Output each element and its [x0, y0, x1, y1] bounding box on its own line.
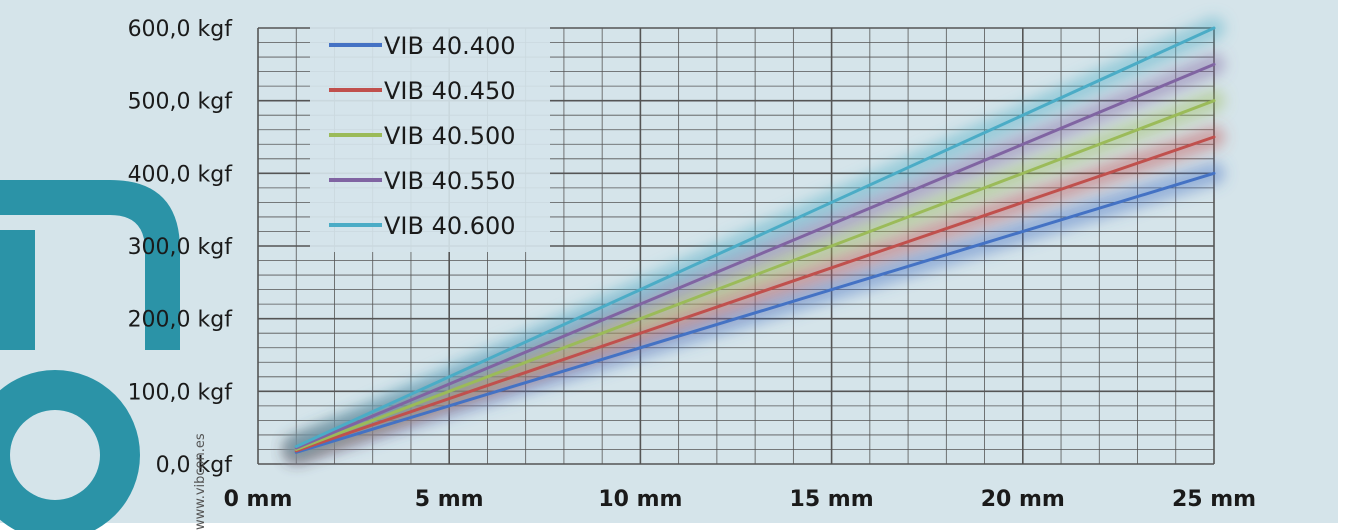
series-line-1: [294, 171, 1216, 454]
x-tick-label: 0 mm: [224, 487, 293, 512]
legend-label-5: VIB 40.600: [384, 212, 516, 240]
legend-label-3: VIB 40.500: [384, 122, 516, 150]
y-tick-label: 0,0 kgf: [156, 453, 234, 478]
series-line-3: [294, 99, 1216, 451]
x-tick-label: 25 mm: [1172, 487, 1256, 512]
series-line-4: [294, 62, 1216, 450]
y-tick-label: 200,0 kgf: [128, 308, 234, 333]
legend-label-1: VIB 40.400: [384, 32, 516, 60]
y-tick-label: 100,0 kgf: [128, 380, 234, 405]
y-tick-label: 300,0 kgf: [128, 235, 234, 260]
y-tick-label: 400,0 kgf: [128, 162, 234, 187]
legend-label-2: VIB 40.450: [384, 77, 516, 105]
series-line-5: [294, 26, 1216, 449]
x-tick-label: 20 mm: [981, 487, 1065, 512]
watermark-text: www.vibcon.es: [193, 433, 208, 530]
x-tick-label: 5 mm: [415, 487, 484, 512]
legend: VIB 40.400 VIB 40.450 VIB 40.500 VIB 40.550…: [310, 22, 550, 252]
series-line-2: [294, 135, 1216, 453]
x-tick-label: 10 mm: [598, 487, 682, 512]
x-tick-label: 15 mm: [790, 487, 874, 512]
legend-label-4: VIB 40.550: [384, 167, 516, 195]
series-lines: [294, 26, 1216, 454]
x-axis-ticks: 0 mm 5 mm 10 mm 15 mm 20 mm 25 mm: [224, 487, 1256, 512]
y-tick-label: 500,0 kgf: [128, 90, 234, 115]
y-axis-ticks: 0,0 kgf 100,0 kgf 200,0 kgf 300,0 kgf 400,0 …: [128, 17, 234, 478]
vibcon-logo-icon: [0, 180, 180, 530]
y-tick-label: 600,0 kgf: [128, 17, 234, 42]
